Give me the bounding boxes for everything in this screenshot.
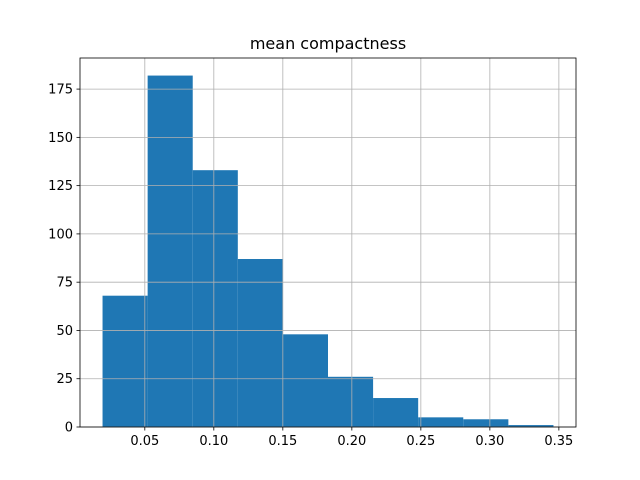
y-tick-label-3: 50 (56, 324, 73, 339)
bar-layer (102, 75, 554, 428)
y-tick-label-6: 125 (48, 179, 73, 194)
histogram-bar-10 (508, 425, 554, 427)
y-tick-label-2: 25 (56, 372, 73, 387)
plot-frame (79, 57, 577, 428)
histogram-bar-2 (147, 75, 193, 428)
x-tick-label-7: 0.35 (544, 434, 573, 449)
x-tick-label-5: 0.25 (406, 434, 435, 449)
y-tick-label-7: 150 (48, 131, 73, 146)
axis-layer: 0.05 0.10 0.15 0.20 0.25 0.30 0.35 0 25 50 75 100 12… (48, 57, 577, 449)
x-tick-label-1: 0.05 (130, 434, 159, 449)
histogram-bar-4 (237, 259, 283, 427)
chart-title: mean compactness (250, 34, 406, 53)
y-tick-label-8: 175 (48, 83, 73, 98)
histogram-bar-9 (463, 419, 509, 427)
y-tick-label-1: 0 (65, 421, 73, 436)
x-tick-label-6: 0.30 (475, 434, 504, 449)
histogram-bar-3 (192, 170, 238, 427)
x-tick-label-2: 0.10 (199, 434, 228, 449)
x-tick-label-4: 0.20 (337, 434, 366, 449)
histogram-bar-7 (373, 398, 419, 427)
histogram-bar-5 (282, 334, 328, 427)
histogram-bar-8 (418, 417, 464, 427)
y-tick-label-4: 75 (56, 276, 73, 291)
histogram-bar-1 (102, 295, 148, 427)
y-tick-label-5: 100 (48, 227, 73, 242)
histogram-bar-6 (328, 376, 374, 427)
x-tick-label-3: 0.15 (268, 434, 297, 449)
